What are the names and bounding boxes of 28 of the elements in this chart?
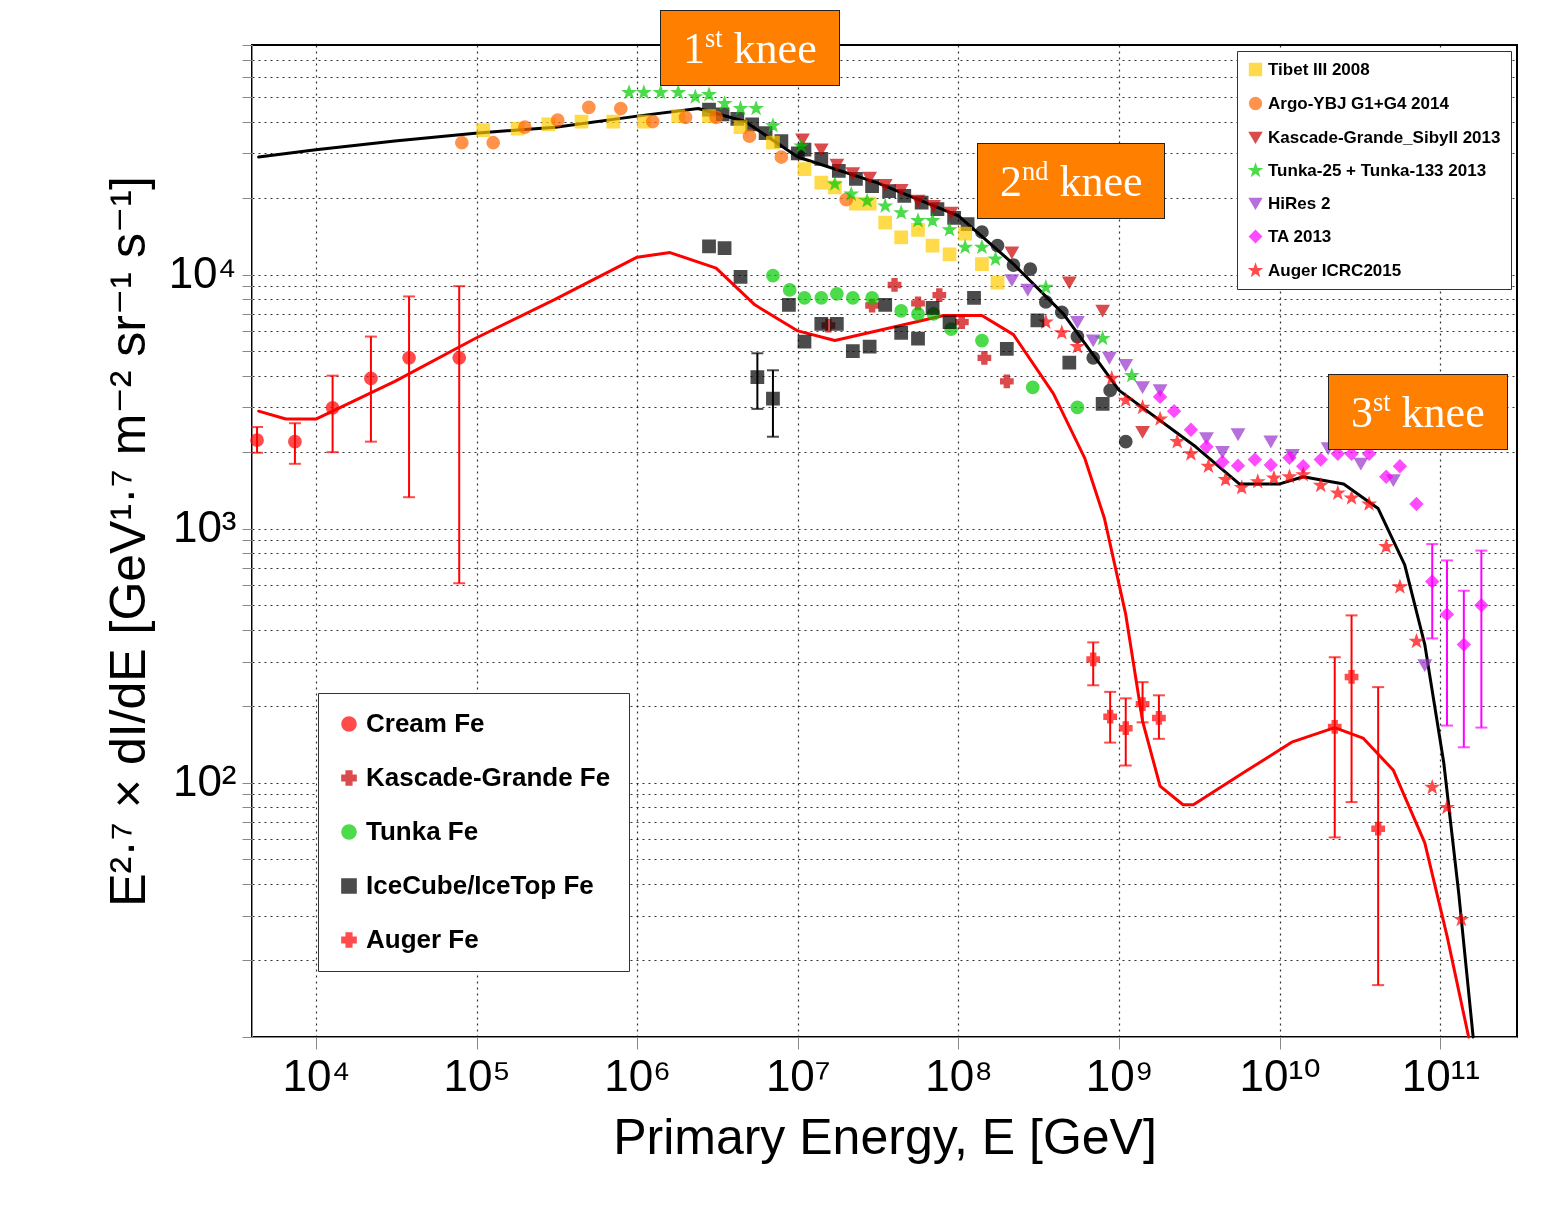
legend-label: Kascade-Grande Fe xyxy=(366,762,611,792)
y-tick-label: 10² xyxy=(172,756,237,806)
annotation: 2$^{nd}$ knee xyxy=(977,143,1166,219)
legend-label: IceCube/IceTop Fe xyxy=(366,870,594,900)
legend-label: Kascade-Grande_SibyII 2013 xyxy=(1268,127,1501,147)
legend-label: HiRes 2 xyxy=(1268,193,1331,213)
legend-label: Tunka Fe xyxy=(366,816,479,846)
x-tick-label: 10⁸ xyxy=(925,1050,993,1100)
y-tick-label: 10⁴ xyxy=(168,248,237,298)
x-axis-title: Primary Energy, E [GeV] xyxy=(613,1108,1157,1165)
x-tick-label: 10⁶ xyxy=(604,1050,672,1100)
x-tick-label: 10¹¹ xyxy=(1401,1050,1480,1100)
legend-label: Argo-YBJ G1+G4 2014 xyxy=(1268,93,1450,113)
x-tick-label: 10⁵ xyxy=(443,1050,511,1100)
legend-label: Auger ICRC2015 xyxy=(1268,260,1402,280)
x-tick-label: 10⁹ xyxy=(1085,1050,1154,1100)
annotation: 1$^{st}$ knee xyxy=(660,10,840,86)
legend-label: Auger Fe xyxy=(366,924,479,954)
y-tick-label: 10³ xyxy=(172,502,237,552)
legend-label: Cream Fe xyxy=(366,708,485,738)
legend-label: Tibet III 2008 xyxy=(1268,59,1370,79)
x-tick-label: 10¹⁰ xyxy=(1239,1050,1321,1100)
annotation: 3$^{st}$ knee xyxy=(1328,374,1508,450)
x-tick-label: 10⁷ xyxy=(765,1050,831,1100)
y-axis-title: E²·⁷ × dI/dE [GeV¹·⁷ m⁻² sr⁻¹ s⁻¹] xyxy=(99,176,156,907)
x-tick-label: 10⁴ xyxy=(282,1050,351,1100)
legend-label: TA 2013 xyxy=(1268,226,1332,246)
legend-label: Tunka-25 + Tunka-133 2013 xyxy=(1268,160,1487,180)
